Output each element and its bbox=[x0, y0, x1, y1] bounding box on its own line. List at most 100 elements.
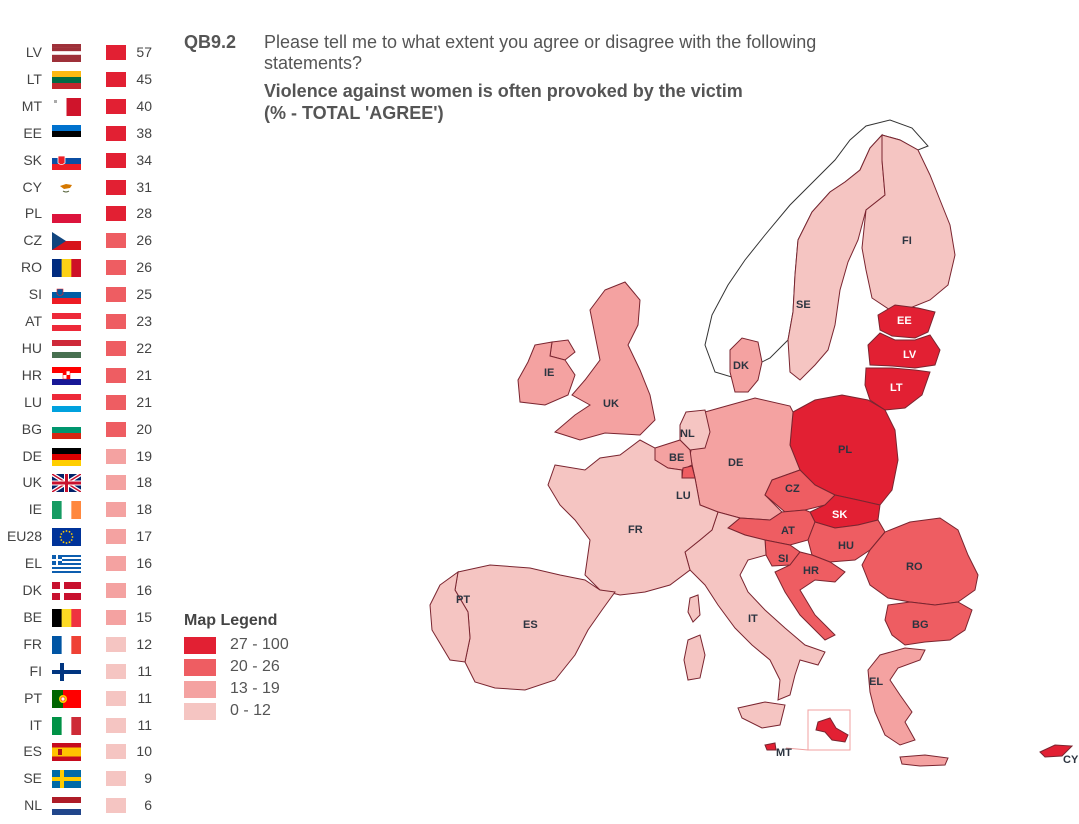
map-label-lv: LV bbox=[903, 349, 917, 361]
country-code: EU28 bbox=[6, 528, 42, 545]
country-code: BE bbox=[23, 608, 42, 625]
map-label-be: BE bbox=[669, 452, 684, 464]
country-row-de: DE 19 bbox=[0, 446, 160, 466]
flag-icon-ie bbox=[52, 501, 81, 520]
country-code: PL bbox=[24, 205, 42, 222]
value-swatch bbox=[106, 152, 126, 168]
country-row-se: SE 9 bbox=[0, 768, 160, 789]
country-value: 26 bbox=[136, 259, 152, 276]
country-shape-lt bbox=[864, 367, 931, 411]
map-label-ro: RO bbox=[906, 561, 923, 573]
country-value: 57 bbox=[136, 44, 152, 60]
country-code: CY bbox=[22, 178, 42, 195]
country-row-hr: HR 21 bbox=[0, 365, 160, 385]
country-value: 18 bbox=[136, 501, 152, 518]
country-row-dk: DK 16 bbox=[0, 580, 160, 600]
country-code: RO bbox=[21, 259, 42, 276]
flag-icon-se bbox=[52, 770, 81, 789]
legend-swatch bbox=[184, 659, 216, 676]
legend-band: 13 - 19 bbox=[184, 678, 324, 700]
flag-icon-lu bbox=[52, 393, 81, 412]
country-row-lt: LT 45 bbox=[0, 69, 160, 89]
value-swatch bbox=[106, 690, 126, 706]
country-row-pl: PL 28 bbox=[0, 203, 160, 224]
country-code: DE bbox=[22, 447, 42, 464]
country-row-lv: LV 57 bbox=[0, 42, 160, 62]
country-row-ie: IE 18 bbox=[0, 499, 160, 520]
country-shape-sardinia bbox=[683, 634, 706, 681]
legend-swatch bbox=[184, 703, 216, 720]
country-code: NL bbox=[24, 797, 42, 814]
map-label-bg: BG bbox=[912, 619, 929, 631]
country-code: EL bbox=[24, 555, 42, 572]
country-value: 21 bbox=[136, 366, 152, 383]
flag-icon-hu bbox=[52, 339, 81, 358]
country-row-ro: RO 26 bbox=[0, 257, 160, 278]
legend-band: 20 - 26 bbox=[184, 656, 324, 678]
country-code: CZ bbox=[23, 232, 42, 249]
value-swatch bbox=[106, 125, 126, 141]
country-row-bg: BG 20 bbox=[0, 419, 160, 439]
country-code: SI bbox=[28, 286, 42, 303]
flag-icon-el bbox=[52, 555, 81, 574]
country-code: LV bbox=[25, 44, 42, 60]
country-shape-el bbox=[867, 647, 926, 746]
flag-icon-hr bbox=[52, 366, 81, 385]
flag-icon-lv bbox=[52, 44, 81, 62]
value-swatch bbox=[106, 394, 126, 410]
map-label-ee: EE bbox=[897, 315, 912, 327]
country-value: 26 bbox=[136, 232, 152, 249]
map-label-se: SE bbox=[796, 299, 811, 311]
map-label-mt: MT bbox=[776, 747, 792, 759]
legend-band-label: 20 - 26 bbox=[230, 658, 280, 675]
country-value: 18 bbox=[136, 474, 152, 491]
country-row-fr: FR 12 bbox=[0, 634, 160, 654]
country-value: 6 bbox=[144, 797, 152, 814]
measure-text: (% - TOTAL 'AGREE') bbox=[264, 103, 444, 123]
country-value: 20 bbox=[136, 420, 152, 437]
map-label-de: DE bbox=[728, 457, 743, 469]
country-code: IE bbox=[28, 501, 42, 518]
value-swatch bbox=[106, 206, 126, 222]
country-code: SE bbox=[23, 770, 42, 787]
flag-icon-dk bbox=[52, 582, 81, 600]
value-swatch bbox=[106, 367, 126, 383]
country-value: 34 bbox=[136, 151, 152, 168]
country-code: IT bbox=[29, 716, 42, 733]
value-swatch bbox=[106, 98, 126, 114]
country-row-be: BE 15 bbox=[0, 607, 160, 627]
country-code: ES bbox=[23, 743, 42, 760]
country-row-sk: SK 34 bbox=[0, 150, 160, 170]
country-code: DK bbox=[22, 582, 42, 598]
country-value: 38 bbox=[136, 124, 152, 141]
map-label-pt: PT bbox=[456, 594, 470, 606]
statement-block: Violence against women is often provoked… bbox=[264, 80, 824, 124]
map-label-hu: HU bbox=[838, 540, 854, 552]
country-code: UK bbox=[22, 474, 42, 491]
country-shape-crete bbox=[899, 754, 949, 767]
map-label-nl: NL bbox=[680, 428, 695, 440]
country-shape-pt bbox=[429, 570, 471, 663]
value-swatch bbox=[106, 475, 126, 491]
map-label-es: ES bbox=[523, 619, 538, 631]
country-code: BG bbox=[21, 420, 42, 437]
flag-icon-at bbox=[52, 313, 81, 331]
country-value: 40 bbox=[136, 97, 152, 114]
country-shape-uk bbox=[553, 281, 656, 441]
country-shape-mt-inset bbox=[815, 717, 849, 743]
flag-icon-pt bbox=[52, 689, 81, 708]
country-row-hu: HU 22 bbox=[0, 338, 160, 358]
question-code: QB9.2 bbox=[184, 32, 237, 52]
country-value: 12 bbox=[136, 635, 152, 652]
map-label-cz: CZ bbox=[785, 483, 800, 495]
value-swatch bbox=[106, 771, 126, 787]
map-label-at: AT bbox=[781, 525, 795, 537]
country-row-ee: EE 38 bbox=[0, 123, 160, 143]
country-code: PT bbox=[24, 689, 42, 706]
country-value: 31 bbox=[136, 178, 152, 195]
flag-icon-si bbox=[52, 286, 81, 305]
country-value: 23 bbox=[136, 313, 152, 329]
value-swatch bbox=[106, 448, 126, 464]
value-swatch bbox=[106, 71, 126, 87]
